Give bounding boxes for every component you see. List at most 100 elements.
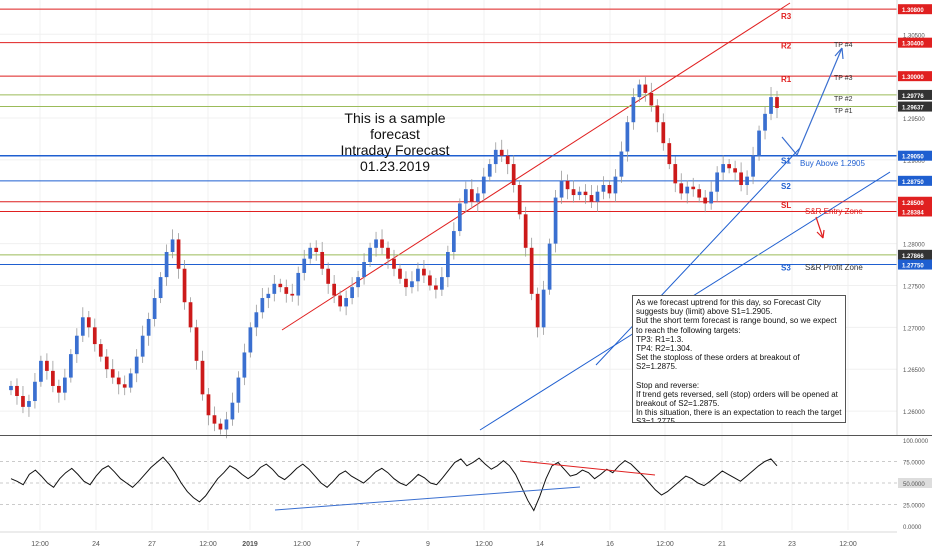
level-tag-value: 1.28750: [902, 180, 924, 186]
candle-body: [517, 185, 522, 215]
candle-body: [739, 172, 743, 186]
candle-body: [320, 251, 325, 269]
candle-body: [745, 176, 749, 186]
level-tag: [898, 259, 932, 270]
candle-body: [170, 239, 175, 252]
time-tick-label: 9: [426, 541, 430, 548]
candle-body: [164, 251, 169, 278]
price-tick-label: 1.27500: [903, 284, 925, 290]
level-label-sl: SL: [781, 201, 791, 210]
level-tag: [898, 101, 932, 112]
candle-body: [422, 268, 426, 276]
time-tick-label: 23: [788, 541, 796, 548]
price-tick-label: 1.27000: [903, 326, 925, 332]
candle-body: [33, 381, 37, 402]
candle-body: [236, 377, 241, 403]
level-tag: [898, 71, 932, 82]
oscillator-pane: 100.0000 75.0000 50.0000 25.0000 0.0000: [0, 439, 932, 531]
candle-body: [212, 415, 217, 424]
candle-body: [152, 298, 157, 319]
note-paragraph-1: As we forecast uptrend for this day, so …: [636, 298, 837, 372]
osc-divergence-down: [519, 460, 656, 476]
candle-body: [775, 97, 779, 108]
candle-body: [296, 272, 301, 296]
candle-body: [182, 268, 187, 303]
time-tick-label: 12:00: [475, 541, 493, 548]
time-tick-label: 27: [148, 541, 156, 548]
osc-tick-label: 25.0000: [903, 504, 925, 510]
candle-body: [302, 258, 307, 273]
title-line-1: This is a sample forecast: [344, 110, 446, 142]
candle-body: [188, 302, 193, 328]
candle-body: [613, 176, 618, 194]
candle-body: [254, 312, 259, 328]
price-tick-label: 1.26500: [903, 368, 925, 374]
candle-body: [577, 191, 582, 196]
time-tick-label: 21: [718, 541, 726, 548]
title-line-3: 01.23.2019: [359, 158, 431, 174]
level-tag-value: 1.30800: [902, 8, 924, 14]
candle-body: [571, 189, 576, 196]
candle-body: [523, 214, 528, 248]
candle-body: [637, 84, 642, 98]
candle-body: [206, 394, 211, 416]
candle-body: [451, 231, 456, 252]
tp-label: TP #3: [834, 75, 853, 82]
buy-arrow-head: [834, 47, 844, 60]
candle-body: [541, 289, 546, 328]
time-tick-label: 14: [536, 541, 544, 548]
level-tag-value: 1.29637: [902, 106, 924, 112]
time-tick-label: 12:00: [293, 541, 311, 548]
candle-body: [332, 283, 337, 296]
forecast-note: As we forecast uptrend for this day, so …: [632, 295, 846, 423]
candle-body: [218, 423, 223, 430]
candle-body: [601, 185, 606, 192]
candle-body: [266, 293, 271, 299]
candle-body: [715, 172, 720, 192]
price-tick-label: 1.28000: [903, 243, 925, 249]
note-paragraph-2: Stop and reverse: If trend gets reversed…: [636, 380, 842, 423]
candle-body: [74, 335, 79, 355]
candle-body: [392, 258, 396, 269]
candle-body: [146, 318, 151, 336]
candle-body: [440, 277, 444, 290]
time-axis: 12:00 24 27 12:00 2019 12:00 7 9 12:00 14 16 12:00 2…: [0, 531, 897, 548]
level-tag-value: 1.30400: [902, 42, 924, 48]
level-tag: [898, 4, 932, 15]
annotation-label: S&R Profit Zone: [805, 263, 863, 272]
candle-body: [98, 344, 103, 357]
level-label-s2: S2: [781, 182, 791, 191]
candle-body: [362, 262, 366, 278]
level-tag-value: 1.28500: [902, 201, 924, 207]
candle-body: [607, 185, 612, 194]
time-tick-label: 12:00: [199, 541, 217, 548]
time-tick-label: 12:00: [31, 541, 49, 548]
candle-body: [428, 275, 432, 286]
candle-body: [565, 180, 570, 190]
candle-body: [104, 356, 109, 370]
price-tick-label: 1.26000: [903, 410, 925, 416]
candle-body: [589, 195, 594, 202]
candle-body: [493, 149, 498, 165]
level-tag-value: 1.30000: [902, 75, 924, 81]
candle-body: [62, 377, 67, 393]
level-tag: [898, 89, 932, 100]
candle-body: [721, 164, 726, 173]
osc-tick-label: 100.0000: [903, 439, 929, 445]
candle-body: [457, 203, 462, 232]
osc-tick-label: 75.0000: [903, 461, 925, 467]
candle-body: [619, 151, 624, 177]
price-tick-label: 1.30500: [903, 33, 925, 39]
candle-body: [110, 369, 115, 378]
candle-body: [446, 251, 450, 278]
level-tag-value: 1.28384: [902, 210, 924, 216]
candle-body: [128, 373, 133, 388]
candle-body: [625, 122, 630, 152]
level-tag: [898, 196, 932, 207]
candle-body: [314, 247, 319, 252]
annotation-label: Buy Above 1.2905: [800, 159, 865, 168]
chart-labels: R3 R2 R1 S1 S2 SL S3 TP #4 TP #3 TP #2 TP #1 Buy Ab…: [781, 12, 865, 272]
level-tag: [898, 175, 932, 186]
candle-body: [673, 164, 678, 184]
time-tick-label: 12:00: [656, 541, 674, 548]
